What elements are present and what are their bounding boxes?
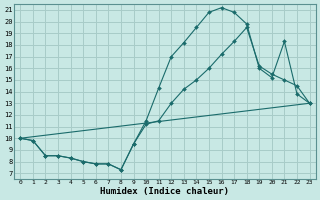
X-axis label: Humidex (Indice chaleur): Humidex (Indice chaleur) xyxy=(100,187,229,196)
